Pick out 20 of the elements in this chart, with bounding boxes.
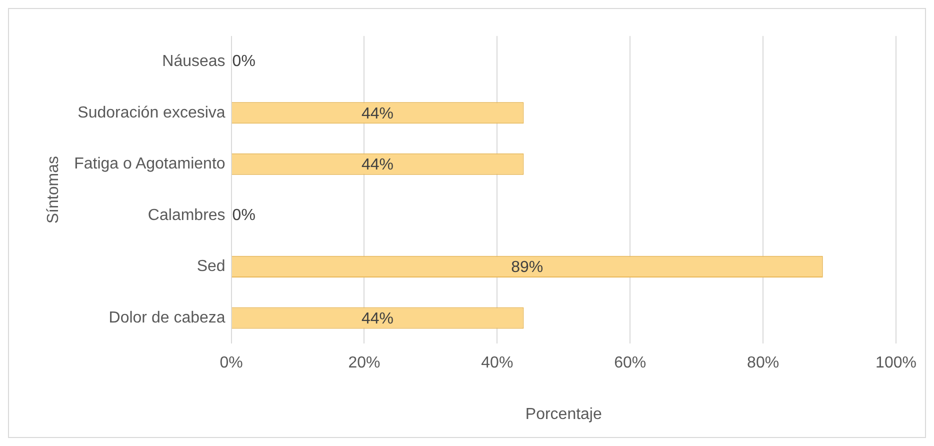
data-label: 44% (362, 105, 394, 122)
x-axis-title: Porcentaje (525, 406, 602, 423)
y-tick-label: Sudoración excesiva (78, 104, 226, 122)
y-tick-label: Náuseas (162, 53, 226, 70)
x-tick-label: 100% (876, 354, 916, 372)
x-tick-label: 80% (747, 354, 780, 372)
data-label: 0% (232, 206, 256, 224)
data-label: 44% (362, 156, 394, 174)
y-tick-label: Fatiga o Agotamiento (74, 156, 226, 173)
data-label: 44% (362, 310, 394, 328)
x-tick-label: 40% (481, 354, 514, 372)
y-tick-label: Calambres (148, 206, 226, 224)
y-tick-label: Sed (196, 258, 226, 276)
y-tick-label: Dolor de cabeza (108, 309, 226, 326)
data-label: 89% (511, 259, 544, 276)
x-tick-label: 20% (348, 354, 380, 372)
x-tick-label: 0% (220, 354, 243, 372)
x-tick-label: 60% (614, 354, 646, 372)
y-axis-title: Síntomas (45, 156, 62, 224)
data-label: 0% (232, 53, 256, 70)
